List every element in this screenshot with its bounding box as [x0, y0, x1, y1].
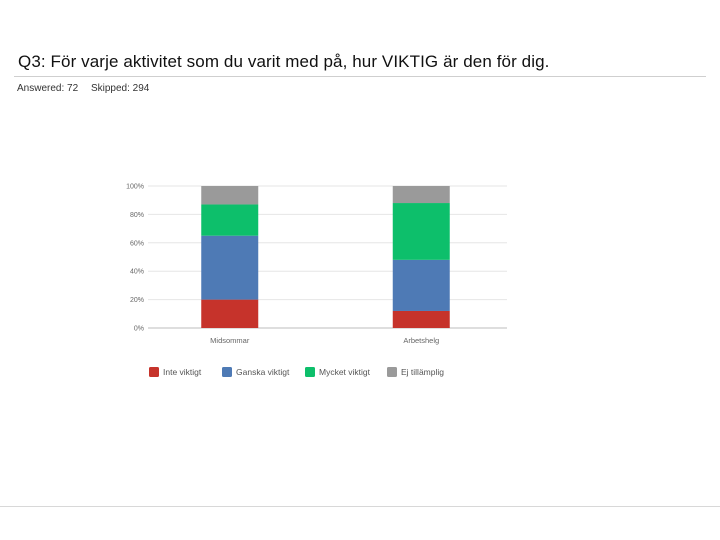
bar-segment-midsommar-3	[201, 204, 259, 236]
response-stats: Answered: 72 Skipped: 294	[17, 83, 159, 94]
legend-label-1: Inte viktigt	[163, 367, 202, 377]
answered-count: Answered: 72	[17, 83, 79, 94]
bar-segment-arbetshelg-1	[392, 310, 450, 328]
legend-swatch-1	[149, 367, 159, 377]
question-title: Q3: För varje aktivitet som du varit med…	[18, 52, 550, 71]
bar-segment-midsommar-4	[201, 186, 259, 205]
bar-segment-arbetshelg-2	[392, 259, 450, 311]
bar-segment-midsommar-2	[201, 235, 259, 300]
y-tick-label-40: 40%	[130, 269, 144, 276]
title-divider	[14, 76, 706, 77]
legend-label-2: Ganska viktigt	[236, 367, 290, 377]
legend-swatch-2	[222, 367, 232, 377]
legend-swatch-3	[305, 367, 315, 377]
legend-label-3: Mycket viktigt	[319, 367, 371, 377]
bar-segment-arbetshelg-4	[392, 186, 450, 204]
legend-swatch-4	[387, 367, 397, 377]
bottom-divider	[0, 506, 720, 507]
bar-segment-midsommar-1	[201, 299, 259, 328]
y-tick-label-0: 0%	[134, 326, 144, 333]
skipped-count: Skipped: 294	[90, 83, 150, 94]
y-tick-label-100: 100%	[126, 184, 144, 191]
category-label-arbetshelg: Arbetshelg	[403, 336, 439, 345]
y-tick-label-20: 20%	[130, 297, 144, 304]
y-tick-label-60: 60%	[130, 240, 144, 247]
legend-label-4: Ej tillämplig	[401, 367, 444, 377]
y-tick-label-80: 80%	[130, 212, 144, 219]
category-label-midsommar: Midsommar	[210, 336, 250, 345]
bar-segment-arbetshelg-3	[392, 203, 450, 260]
